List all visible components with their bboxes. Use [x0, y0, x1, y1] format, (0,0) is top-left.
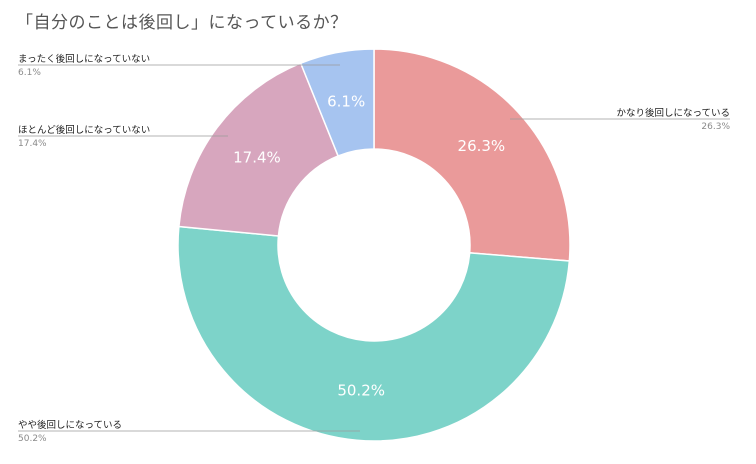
slice-mattaku-percent-label: 6.1%: [327, 93, 365, 111]
slice-hotondo-legend-value: 17.4%: [18, 139, 47, 149]
slice-hotondo-percent-label: 17.4%: [233, 149, 281, 167]
slice-mattaku-legend-label: まったく後回しになっていない: [18, 53, 150, 65]
slice-kanari-legend-label: かなり後回しになっている: [616, 107, 730, 119]
slice-kanari-percent-label: 26.3%: [458, 137, 506, 155]
chart-title: 「自分のことは後回し」になっているか？: [16, 13, 348, 33]
slice-hotondo-legend-label: ほとんど後回しになっていない: [18, 124, 150, 136]
slice-yaya-legend-value: 50.2%: [18, 434, 47, 444]
slice-mattaku: [299, 48, 375, 157]
slice-yaya-percent-label: 50.2%: [337, 381, 385, 399]
slice-yaya: [177, 225, 571, 442]
slice-mattaku-legend-value: 6.1%: [18, 68, 41, 78]
slice-kanari: [373, 48, 571, 262]
slice-hotondo: [178, 62, 340, 237]
slice-yaya-legend-label: やや後回しになっている: [18, 419, 122, 431]
slice-kanari-legend-value: 26.3%: [701, 122, 730, 132]
